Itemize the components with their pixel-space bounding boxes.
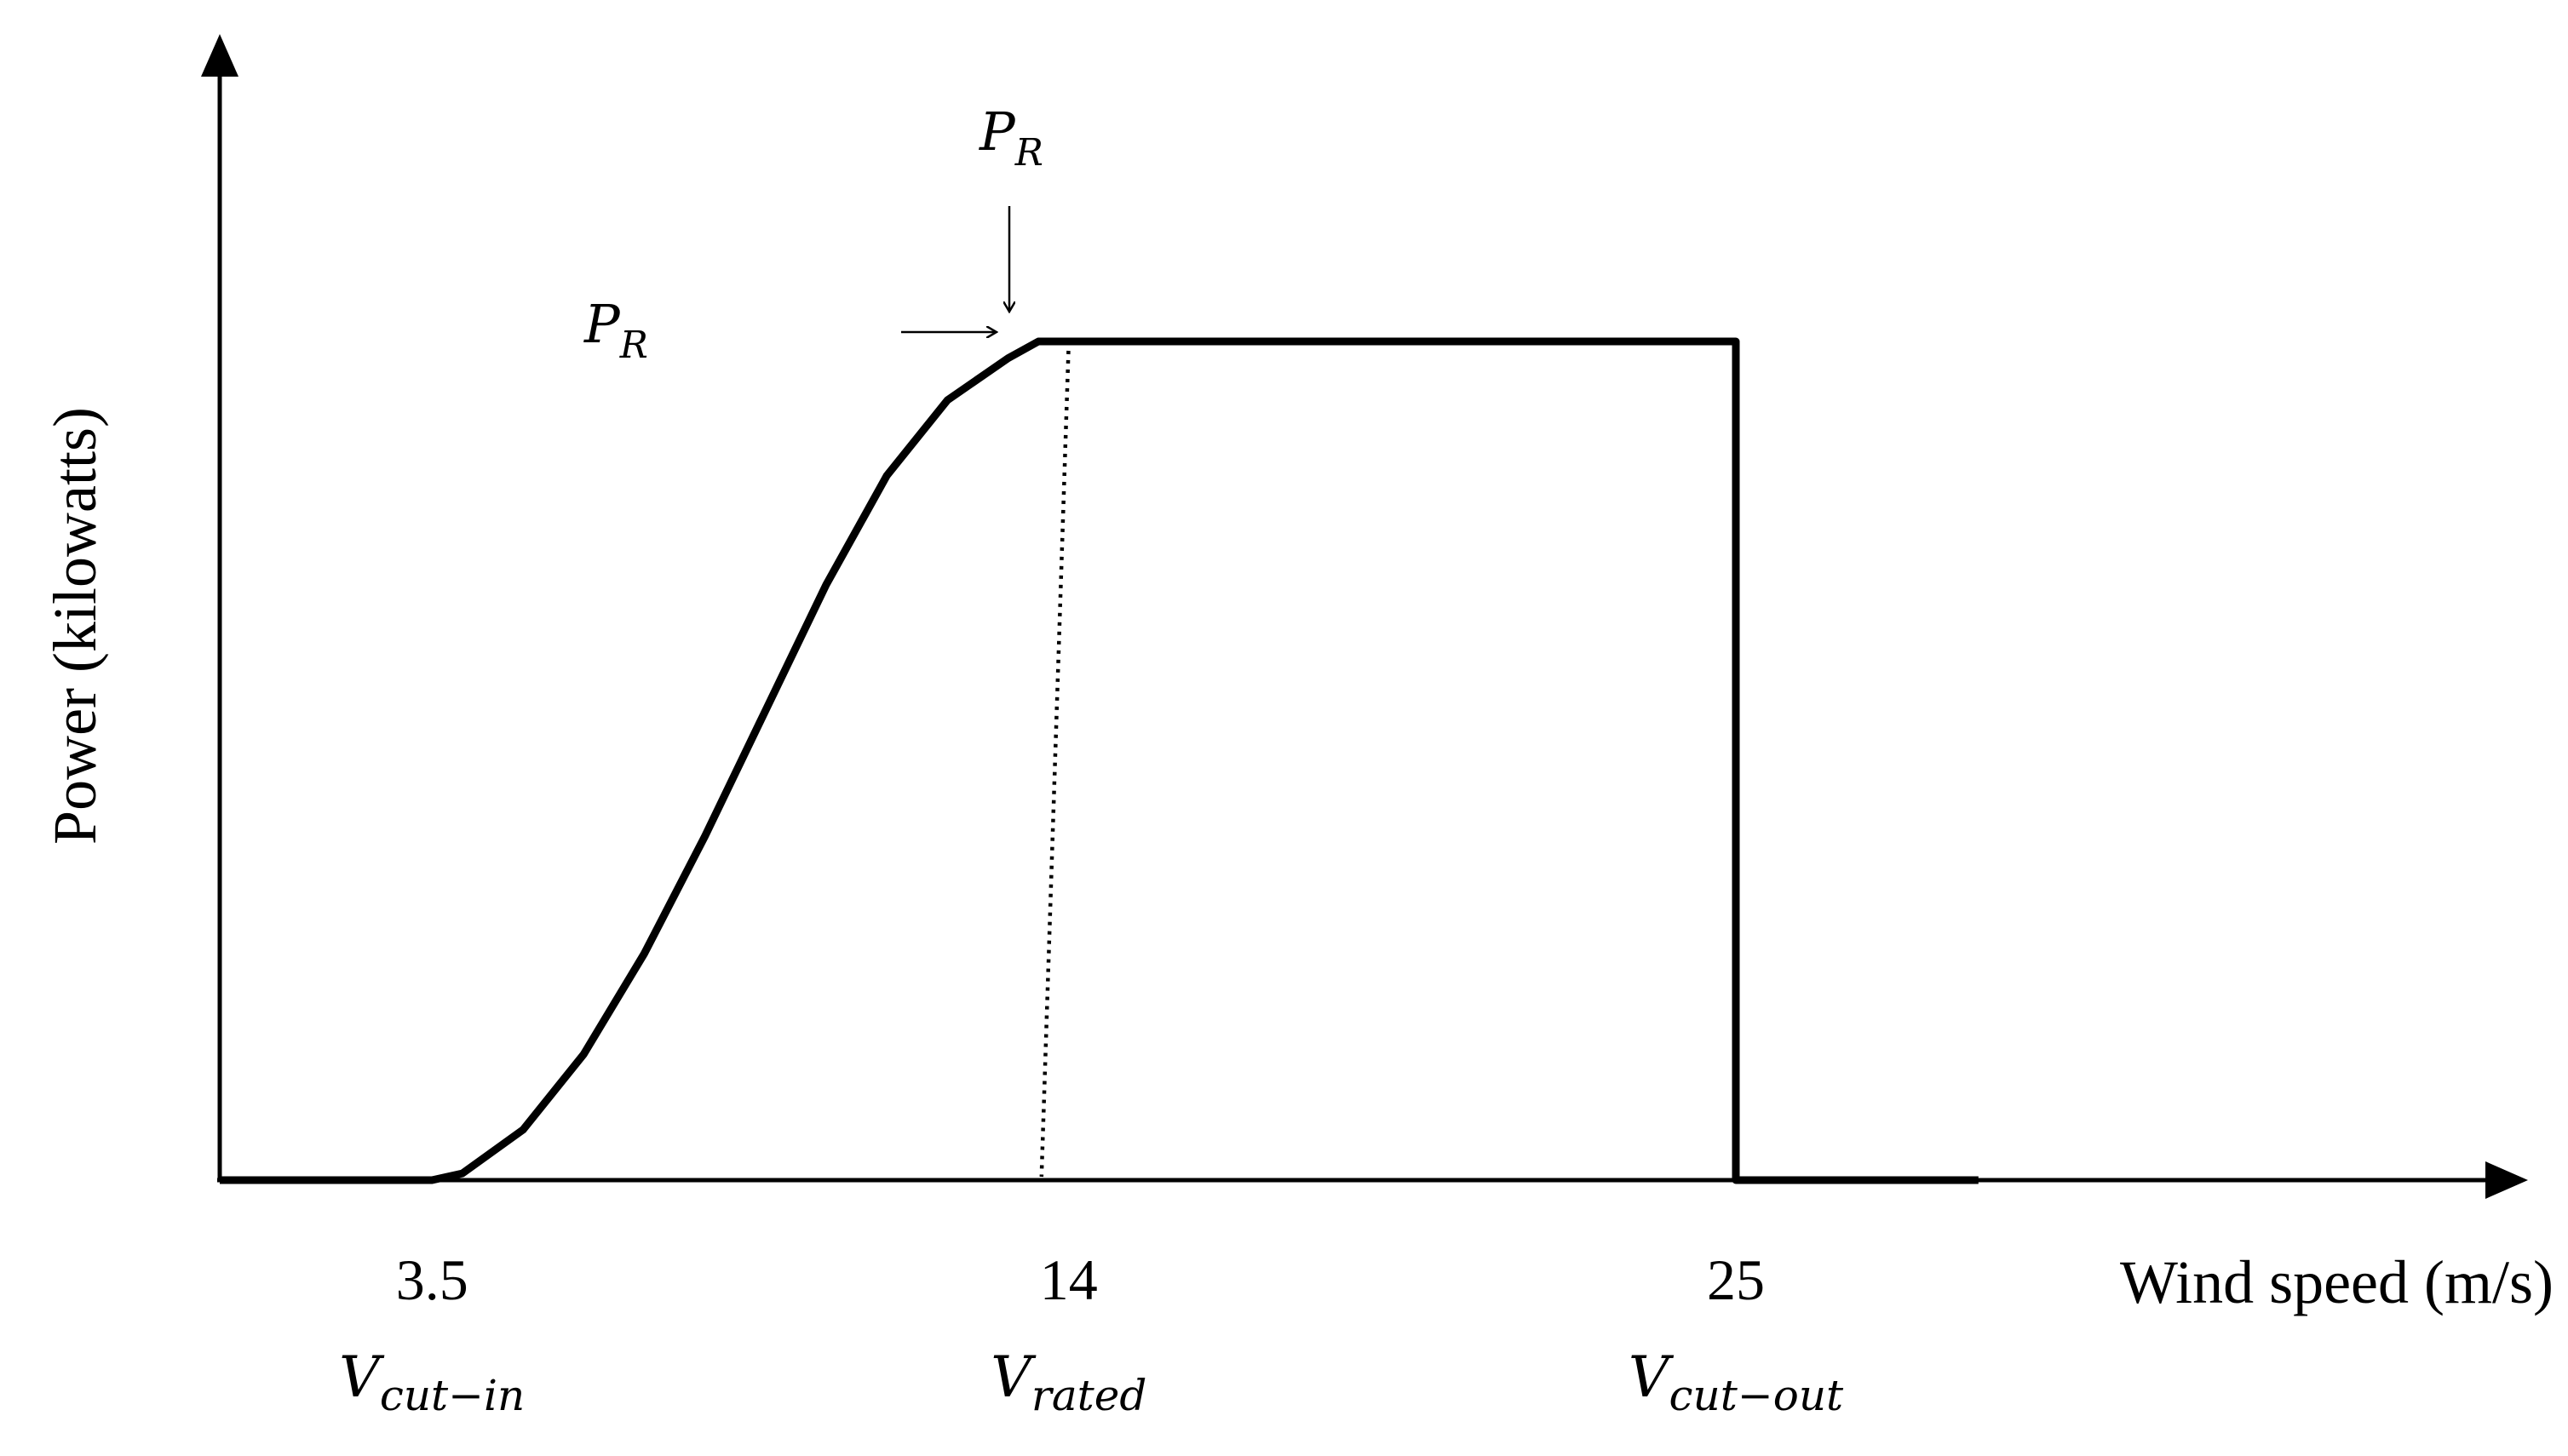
y-axis-arrowhead <box>201 34 238 77</box>
x-tick-symbol-cut-in: Vcut−in <box>339 1344 525 1420</box>
y-axis-title: Power (kilowatts) <box>41 407 109 845</box>
x-tick-label-rated: 14 <box>1040 1247 1098 1312</box>
rated-speed-marker-line <box>1039 341 1071 1178</box>
rated-power-label-top: PR <box>979 100 1043 175</box>
x-tick-symbol-rated: Vrated <box>991 1344 1146 1420</box>
x-axis-title: Wind speed (m/s) <box>2120 1248 2554 1316</box>
x-tick-symbol-cut-out: Vcut−out <box>1629 1344 1844 1420</box>
x-axis-arrowhead <box>2485 1161 2528 1199</box>
x-tick-label-cut-in: 3.5 <box>396 1247 468 1312</box>
x-tick-label-cut-out: 25 <box>1707 1247 1765 1312</box>
rated-power-label-left: PR <box>583 293 648 367</box>
power-curve-series-line <box>220 337 1979 1184</box>
